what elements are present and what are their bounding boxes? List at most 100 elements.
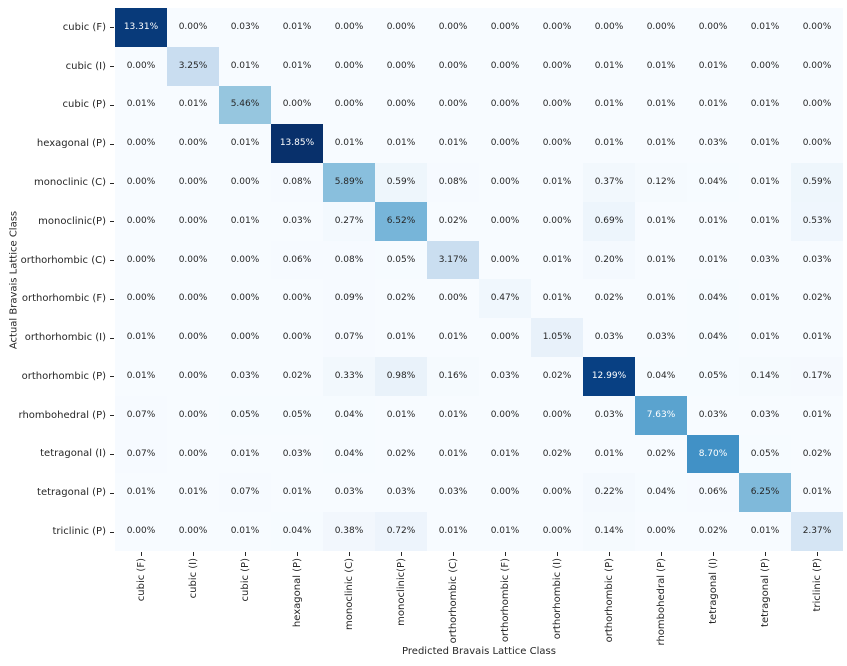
heatmap-cell: 0.01% [739, 279, 791, 319]
heatmap-cell: 0.72% [375, 512, 427, 551]
heatmap-cell-value: 0.04% [698, 177, 728, 188]
x-tick-label: orthorhombic (P) [603, 558, 615, 643]
x-tick-label-slot: monoclinic(P) [375, 558, 427, 650]
heatmap-cell: 0.03% [271, 434, 323, 474]
x-tick-label-slot: cubic (F) [115, 558, 167, 650]
heatmap-cell-value: 0.00% [490, 487, 520, 498]
x-tick [817, 552, 818, 556]
heatmap-cell-value: 0.00% [178, 370, 208, 381]
heatmap-cell-value: 0.04% [334, 448, 364, 459]
heatmap-cell-value: 0.03% [386, 487, 416, 498]
heatmap-cell-value: 0.01% [542, 177, 572, 188]
heatmap-cell: 0.37% [583, 163, 635, 202]
heatmap-cell-value: 0.01% [230, 215, 260, 226]
heatmap-cell: 0.01% [479, 434, 531, 474]
y-tick [110, 376, 114, 378]
x-tick-label: tetragonal (I) [707, 558, 719, 624]
heatmap-cell-value: 0.16% [438, 370, 468, 381]
heatmap-cell: 0.01% [271, 8, 323, 47]
heatmap-cell: 0.01% [687, 240, 739, 280]
heatmap-cell-value: 6.52% [386, 215, 416, 226]
heatmap-cell: 0.00% [271, 318, 323, 358]
heatmap-cell-value: 0.00% [178, 448, 208, 459]
y-tick [110, 337, 114, 339]
x-tick-label: triclinic (P) [811, 558, 823, 612]
x-tick-labels: cubic (F) cubic (I) cubic (P) hexagonal (P)… [115, 558, 843, 650]
heatmap-cell-value: 0.01% [178, 99, 208, 110]
heatmap-cell-value: 0.00% [178, 293, 208, 304]
x-tick [245, 552, 246, 556]
heatmap-cell-value: 0.01% [750, 526, 780, 537]
y-tick-label: orthorhombic (P) [21, 370, 106, 382]
heatmap-cell-value: 0.00% [438, 21, 468, 32]
y-tick-labels: cubic (F) cubic (I) cubic (P) hexagonal (P)… [0, 8, 106, 551]
heatmap-cell-value: 0.00% [490, 21, 520, 32]
x-tick [713, 552, 714, 556]
heatmap-cell: 0.05% [375, 240, 427, 280]
heatmap-cell-value: 0.00% [178, 526, 208, 537]
heatmap-cell-value: 0.00% [230, 177, 260, 188]
heatmap-cell: 0.01% [167, 85, 219, 125]
x-tick-label: rhombohedral (P) [655, 558, 667, 646]
heatmap-cell: 0.02% [271, 357, 323, 396]
heatmap-cell: 0.01% [739, 163, 791, 202]
heatmap-cell-value: 0.01% [646, 99, 676, 110]
heatmap-cell-value: 0.00% [178, 215, 208, 226]
heatmap-cell-value: 0.01% [490, 448, 520, 459]
x-tick-label-slot: cubic (P) [219, 558, 271, 650]
heatmap-cell-value: 0.07% [230, 487, 260, 498]
heatmap-cell: 0.00% [219, 318, 271, 358]
heatmap-cell-value: 13.31% [123, 21, 159, 32]
x-tick-label-slot: cubic (I) [167, 558, 219, 650]
heatmap-cell: 0.02% [791, 279, 843, 319]
heatmap-cell-value: 0.04% [334, 409, 364, 420]
heatmap-cell: 0.59% [375, 163, 427, 202]
heatmap-cell: 0.00% [271, 279, 323, 319]
x-tick-label: cubic (I) [187, 558, 199, 599]
heatmap-cell: 0.03% [739, 240, 791, 280]
heatmap-cell: 0.06% [271, 240, 323, 280]
heatmap-cell: 0.00% [739, 46, 791, 86]
heatmap-cell: 0.07% [219, 473, 271, 513]
heatmap-cell-value: 0.01% [802, 487, 832, 498]
heatmap-cell: 5.89% [323, 163, 375, 202]
heatmap-cell-value: 0.17% [802, 370, 832, 381]
heatmap-cell-value: 0.03% [698, 138, 728, 149]
heatmap-cell-value: 0.00% [646, 526, 676, 537]
heatmap-cell-value: 0.03% [334, 487, 364, 498]
heatmap-cell: 0.38% [323, 512, 375, 551]
heatmap-cell: 0.09% [323, 279, 375, 319]
heatmap-cell: 6.25% [739, 473, 791, 513]
heatmap-cell-value: 0.59% [386, 177, 416, 188]
x-tick [765, 552, 766, 556]
y-tick-label: cubic (F) [62, 21, 106, 33]
x-tick-label-slot: tetragonal (P) [739, 558, 791, 650]
heatmap-cell-value: 0.00% [542, 21, 572, 32]
heatmap-cell-value: 0.00% [126, 138, 156, 149]
heatmap-cell-value: 0.00% [230, 293, 260, 304]
y-tick [110, 104, 114, 106]
heatmap-cell-value: 0.01% [178, 487, 208, 498]
y-tick-label-slot: cubic (I) [0, 47, 106, 86]
heatmap-cell-value: 0.03% [282, 448, 312, 459]
heatmap-cell: 0.00% [167, 8, 219, 47]
heatmap-cell-value: 0.00% [542, 60, 572, 71]
heatmap-cell-value: 0.38% [334, 526, 364, 537]
heatmap-cell: 0.00% [167, 357, 219, 396]
heatmap-cell: 0.00% [531, 473, 583, 513]
heatmap-cell: 0.02% [375, 279, 427, 319]
heatmap-cell: 0.01% [271, 46, 323, 86]
heatmap-cell: 0.01% [635, 201, 687, 241]
heatmap-cell: 0.01% [427, 124, 479, 164]
heatmap-cell-value: 0.00% [334, 60, 364, 71]
heatmap-cell-value: 0.53% [802, 215, 832, 226]
heatmap-cell-value: 0.00% [490, 332, 520, 343]
heatmap-cell: 0.00% [635, 8, 687, 47]
heatmap-cell: 0.01% [687, 46, 739, 86]
heatmap-cell: 0.01% [219, 124, 271, 164]
heatmap-cell: 0.01% [791, 318, 843, 358]
heatmap-cell: 0.00% [115, 512, 167, 551]
heatmap-cell: 0.14% [583, 512, 635, 551]
heatmap-cell-value: 0.01% [750, 21, 780, 32]
heatmap-cell: 0.01% [531, 163, 583, 202]
